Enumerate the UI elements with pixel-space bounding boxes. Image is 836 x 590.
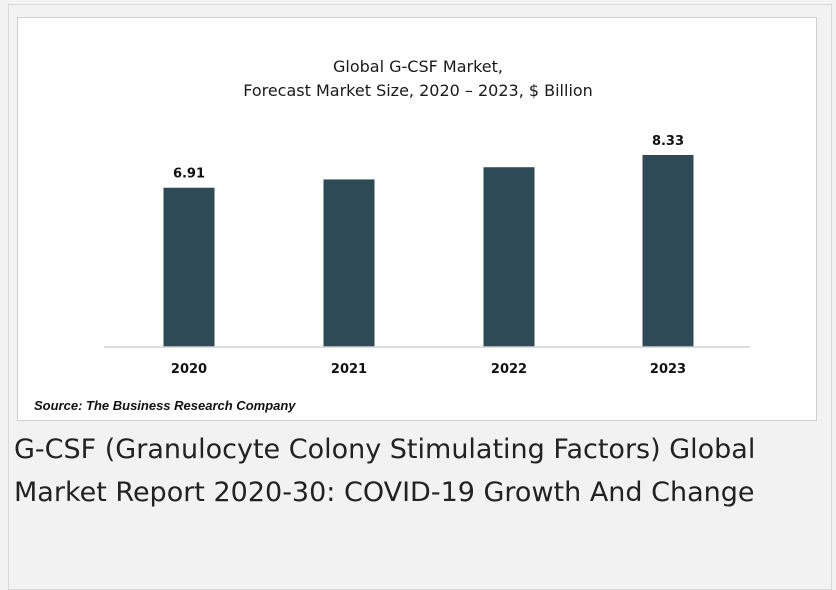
chart-title-line1: Global G-CSF Market, (333, 57, 503, 76)
bar-2022 (483, 167, 535, 347)
bar-2021 (323, 179, 375, 347)
chart-title: Global G-CSF Market, Forecast Market Siz… (0, 55, 836, 103)
x-tick-label-2020: 2020 (171, 362, 207, 377)
bar-2020 (163, 187, 215, 347)
data-label-2023: 8.33 (652, 134, 684, 149)
bar-2023 (642, 155, 694, 347)
x-tick-label-2022: 2022 (491, 362, 527, 377)
data-label-2020: 6.91 (173, 167, 205, 182)
x-tick-label-2023: 2023 (650, 362, 686, 377)
source-note: Source: The Business Research Company (34, 398, 296, 413)
x-tick-label-2021: 2021 (331, 362, 367, 377)
report-headline[interactable]: G-CSF (Granulocyte Colony Stimulating Fa… (14, 434, 756, 508)
chart-title-line2: Forecast Market Size, 2020 – 2023, $ Bil… (243, 81, 593, 100)
